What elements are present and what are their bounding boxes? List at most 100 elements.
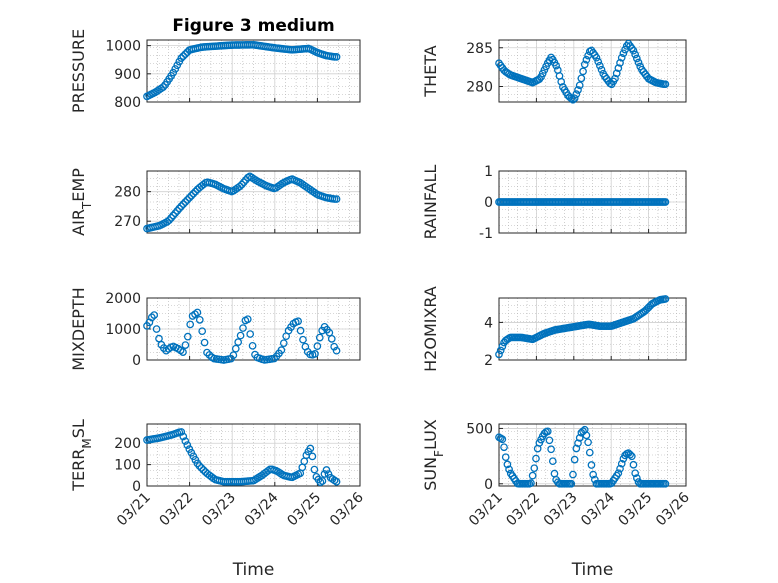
panel-terr_msl: 0 100 200 03/21 03/22 03/23 03/24 03/25 03/26 TER… xyxy=(69,419,367,580)
data-point xyxy=(193,308,202,317)
data-point xyxy=(585,448,594,457)
panel-theta: 280 285 THETA xyxy=(421,39,687,104)
axes-box xyxy=(498,297,687,361)
data-point xyxy=(315,333,324,342)
axes-box xyxy=(146,39,361,103)
y-tick-label: 0 xyxy=(132,353,141,369)
x-tick-label: 03/24 xyxy=(242,489,282,529)
data-point xyxy=(167,213,176,222)
data-point xyxy=(235,182,244,191)
data-point xyxy=(580,60,589,69)
panel-pressure: 800 900 1000 PRESSURE Figure 3 medium xyxy=(69,16,361,113)
y-tick-label: 4 xyxy=(484,315,493,331)
data-point xyxy=(239,178,248,187)
data-point xyxy=(574,86,582,94)
data-point xyxy=(332,477,341,486)
data-point xyxy=(577,74,586,83)
data-point xyxy=(191,187,200,196)
panel-air_temp: 270 280 AIRTEMP xyxy=(69,168,361,236)
y-tick-label: 270 xyxy=(114,214,141,230)
x-axis-label: Time xyxy=(571,560,614,580)
data-point xyxy=(248,341,257,350)
data-point xyxy=(179,52,188,60)
data-point xyxy=(296,326,305,335)
y-tick-label: 500 xyxy=(466,421,493,437)
data-point xyxy=(661,479,670,488)
y-tick-label: 800 xyxy=(114,95,141,111)
data-point xyxy=(501,453,510,462)
data-point xyxy=(614,64,623,72)
y-tick-label: 200 xyxy=(114,436,141,452)
data-point xyxy=(313,342,322,350)
data-point xyxy=(279,339,288,348)
y-tick-label: 0 xyxy=(484,477,493,493)
y-tick-label: 0 xyxy=(132,479,141,495)
data-point xyxy=(177,54,186,62)
data-point xyxy=(243,315,252,324)
y-axis-label: SUNFLUX xyxy=(421,419,446,491)
data-point xyxy=(543,427,552,436)
data-point xyxy=(592,53,601,62)
y-axis-label: PRESSURE xyxy=(69,29,88,113)
data-point xyxy=(306,444,315,453)
data-point xyxy=(584,438,592,447)
y-tick-label: 0 xyxy=(484,195,493,211)
data-point xyxy=(496,346,505,355)
data-point xyxy=(246,330,255,338)
data-point xyxy=(545,436,554,445)
data-point xyxy=(661,198,670,206)
data-point xyxy=(147,313,156,322)
data-point xyxy=(612,69,621,78)
x-tick-label: 03/24 xyxy=(578,489,618,529)
data-point xyxy=(552,61,561,70)
data-point xyxy=(616,464,624,473)
axes-box xyxy=(146,170,361,234)
panel-mixdepth: 0 1000 2000 MIXDEPTH xyxy=(69,287,361,371)
data-point xyxy=(179,432,188,441)
y-axis-label: THETA xyxy=(421,45,440,97)
data-point xyxy=(327,335,336,343)
data-point xyxy=(528,471,537,480)
data-point xyxy=(270,354,279,363)
data-point xyxy=(614,469,623,478)
y-tick-label: 2000 xyxy=(105,291,141,307)
data-point xyxy=(616,59,624,67)
data-point xyxy=(569,95,577,104)
y-tick-label: -1 xyxy=(479,226,493,242)
data-point xyxy=(617,459,626,468)
data-point xyxy=(572,90,581,99)
data-point xyxy=(277,346,286,355)
data-point xyxy=(169,211,178,220)
data-point xyxy=(661,80,670,89)
x-axis-label: Time xyxy=(232,560,275,580)
data-point xyxy=(171,65,180,73)
data-point xyxy=(634,58,643,67)
data-point xyxy=(579,67,587,76)
data-point xyxy=(570,94,579,103)
y-tick-label: 1000 xyxy=(105,322,141,338)
data-point xyxy=(587,461,596,469)
data-point xyxy=(175,204,184,213)
data-point xyxy=(332,195,341,203)
x-tick-label: 03/25 xyxy=(284,490,324,530)
data-point xyxy=(294,317,303,326)
data-point xyxy=(629,460,638,469)
x-tick-label: 03/21 xyxy=(466,490,506,530)
data-point xyxy=(165,216,174,225)
data-point xyxy=(183,332,192,341)
data-point xyxy=(181,437,190,445)
data-point xyxy=(311,350,319,358)
data-point xyxy=(152,325,161,333)
data-point xyxy=(181,198,190,206)
data-point xyxy=(332,346,341,355)
data-point xyxy=(547,53,555,62)
data-point xyxy=(198,327,207,336)
data-point xyxy=(569,470,577,479)
data-point xyxy=(495,350,503,359)
y-tick-label: 280 xyxy=(466,80,493,96)
data-point xyxy=(181,50,190,58)
x-tick-label: 03/22 xyxy=(157,490,197,530)
